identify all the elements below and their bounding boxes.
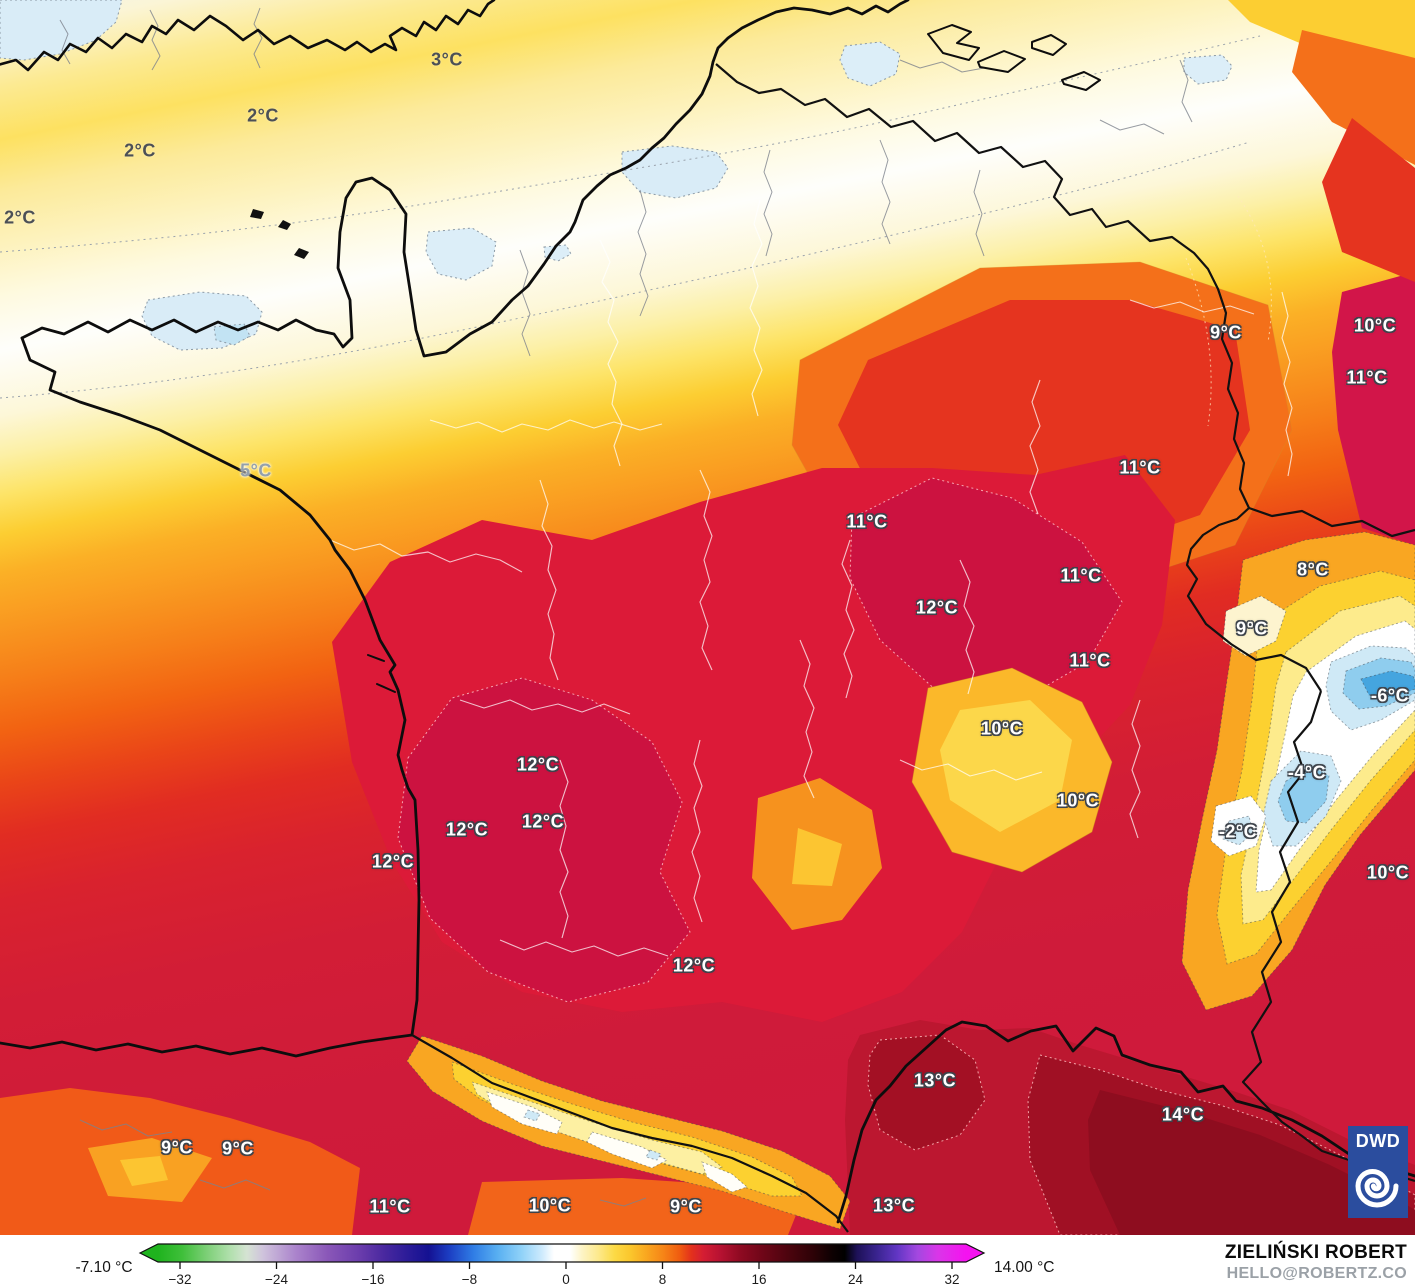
england-coastline	[0, 0, 496, 72]
colorbar-tick-label: −24	[265, 1272, 288, 1287]
belgium-germany-border	[715, 63, 1250, 509]
italy-border	[1241, 690, 1415, 1183]
colorbar-min-label: -7.10 °C	[75, 1259, 133, 1276]
france-north-coastline	[20, 0, 910, 358]
credit-name: ZIELIŃSKI ROBERT	[1224, 1242, 1407, 1263]
netherlands-islands	[927, 24, 1101, 91]
department-borders	[329, 199, 1293, 957]
colorbar-tick-marks	[179, 1262, 953, 1269]
coastlines	[0, 0, 1415, 1224]
credit-contact: HELLO@ROBERTZ.CO	[1226, 1265, 1407, 1282]
contour-lines	[0, 35, 1272, 427]
map-canvas	[0, 0, 1415, 1235]
colorbar-tick-label: −32	[168, 1272, 192, 1287]
channel-islands	[250, 209, 309, 259]
mediterranean-warm-region	[845, 1020, 1415, 1235]
spain-north-coastline	[0, 1033, 414, 1058]
colorbar-tick-label: 16	[751, 1272, 767, 1287]
france-west-coastline	[20, 336, 421, 1037]
temperature-field-overlays	[0, 0, 1415, 1235]
colorbar-tick-label: 32	[944, 1272, 960, 1287]
dwd-logo: DWD	[1348, 1126, 1408, 1218]
colorbar-tick-label: 0	[562, 1272, 570, 1287]
colorbar-tick-label: −16	[361, 1272, 385, 1287]
colorbar-tick-label: 8	[658, 1272, 667, 1287]
spain-border	[411, 1034, 849, 1233]
colorbar	[138, 1243, 986, 1269]
legend-bar: -7.10 °C	[0, 1235, 1415, 1287]
region-borders-gray	[59, 7, 1193, 1207]
colorbar-tick-label: 24	[847, 1272, 864, 1287]
atlantic-islands	[367, 654, 396, 693]
colorbar-max-label: 14.00 °C	[994, 1259, 1055, 1276]
switzerland-border	[1185, 506, 1415, 692]
country-borders	[411, 63, 1415, 1233]
colorbar-gradient	[138, 1243, 986, 1263]
dwd-spiral-icon	[1355, 1169, 1399, 1208]
colorbar-tick-label: −8	[461, 1272, 478, 1287]
temperature-map: 3°C 2°C 2°C 2°C 5°C 9°C 10°C 11°C 11°C 11°C 8°C 11°…	[0, 0, 1415, 1235]
dwd-logo-text: DWD	[1355, 1131, 1401, 1151]
cold-patches	[0, 0, 1233, 351]
